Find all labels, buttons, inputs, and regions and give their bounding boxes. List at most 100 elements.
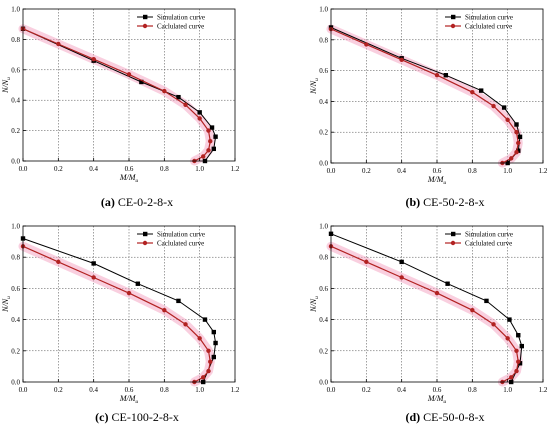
calculated-point — [197, 116, 202, 121]
simulation-curve-line — [22, 28, 217, 162]
y-tick-label: 0.6 — [11, 285, 20, 293]
calculated-highlight-band — [18, 241, 215, 387]
calculated-point — [514, 130, 519, 135]
calculated-point — [91, 56, 96, 62]
simulation-point — [211, 329, 216, 335]
calculated-point — [126, 72, 132, 77]
calculated-point — [56, 259, 61, 265]
y-tick-label: 0.4 — [319, 98, 328, 106]
x-tick-label: 0.0 — [19, 386, 28, 394]
panel-caption: (a) CE-0-2-8-x — [101, 195, 173, 209]
simulation-point — [209, 125, 215, 130]
simulation-point — [514, 122, 519, 127]
legend-simulation-marker — [143, 231, 148, 237]
y-tick-label: 0.0 — [11, 158, 20, 166]
simulation-point — [517, 134, 523, 140]
calculated-point — [162, 88, 167, 94]
calculated-point — [208, 139, 213, 144]
calculated-point — [91, 275, 96, 280]
simulation-point — [516, 333, 521, 338]
calculated-point — [364, 259, 369, 265]
y-axis-label: N/Nu — [1, 77, 12, 94]
x-tick-label: 0.4 — [397, 386, 406, 394]
chart-panel-3: 0.0 0.2 0.4 0.6 0.8 1.0 1.2 0.0 0.2 0.4 0.6 0.8 1.0 M… — [1, 223, 240, 425]
calculated-point — [399, 57, 404, 63]
x-tick-label: 0.6 — [125, 165, 134, 173]
simulation-point — [197, 110, 202, 115]
simulation-point — [211, 354, 216, 360]
y-tick-label: 0.4 — [11, 316, 20, 324]
x-tick-label: 0.8 — [468, 386, 477, 394]
calculated-point — [505, 117, 510, 123]
calculated-point — [434, 73, 440, 78]
calculated-point — [162, 308, 167, 313]
calculated-curve-line — [330, 28, 519, 164]
panel-caption: (d) CE-50-0-8-x — [406, 410, 485, 424]
calculated-point — [470, 89, 475, 95]
calculated-point — [126, 290, 132, 296]
y-tick-label: 0.2 — [319, 129, 328, 137]
panel-caption: (c) CE-100-2-8-x — [95, 410, 179, 424]
calculated-highlight-band — [326, 24, 523, 168]
legend-calculated-marker — [142, 23, 148, 29]
plot-frame — [330, 8, 544, 164]
y-tick-label: 0.8 — [319, 36, 328, 44]
y-tick-label: 0.0 — [319, 379, 328, 387]
x-axis-label: M/Mu — [427, 175, 447, 186]
x-tick-label: 0.2 — [362, 386, 371, 394]
y-tick-label: 0.8 — [319, 254, 328, 262]
y-axis-label: N/Nu — [309, 78, 320, 95]
x-tick-label: 0.4 — [397, 167, 406, 175]
x-tick-label: 0.6 — [433, 167, 442, 175]
simulation-curve-line — [330, 27, 521, 164]
x-tick-label: 0.0 — [327, 167, 336, 175]
legend-calculated-label: Caclulated curve — [157, 240, 204, 248]
calculated-point — [197, 336, 202, 341]
calculated-point — [206, 348, 211, 353]
y-tick-label: 0.4 — [319, 316, 328, 324]
y-tick-label: 0.8 — [11, 36, 20, 44]
legend-calculated-marker — [450, 23, 456, 29]
legend-calculated-label: Caclulated curve — [465, 240, 512, 248]
simulation-point — [202, 317, 208, 322]
legend-simulation-marker — [451, 14, 456, 20]
calculated-point — [516, 140, 521, 146]
y-tick-label: 1.0 — [11, 223, 20, 231]
calculated-point — [364, 42, 369, 47]
x-tick-label: 0.4 — [89, 386, 98, 394]
y-tick-label: 0.2 — [11, 347, 20, 355]
simulation-point — [135, 281, 141, 286]
simulation-point — [516, 148, 521, 153]
calculated-point — [201, 375, 206, 380]
calculated-point — [183, 102, 188, 107]
simulation-point — [176, 298, 181, 304]
y-tick-label: 0.0 — [319, 160, 328, 168]
x-tick-label: 0.0 — [19, 165, 28, 173]
calculated-point — [491, 103, 496, 109]
simulation-point — [445, 281, 450, 286]
calculated-highlight-band — [18, 24, 215, 166]
y-tick-label: 1.0 — [319, 6, 328, 14]
x-tick-label: 1.2 — [539, 167, 548, 175]
x-tick-label: 0.2 — [362, 167, 371, 175]
y-tick-label: 0.6 — [11, 66, 20, 74]
calculated-point — [206, 148, 211, 153]
x-tick-label: 1.0 — [195, 386, 204, 394]
calculated-point — [434, 290, 440, 296]
calculated-point — [514, 368, 519, 374]
x-tick-label: 0.2 — [54, 386, 63, 394]
simulation-point — [91, 261, 96, 266]
y-tick-label: 0.8 — [11, 254, 20, 262]
simulation-point — [399, 259, 404, 265]
calculated-point — [509, 375, 514, 380]
simulation-point — [443, 73, 449, 78]
x-tick-label: 0.6 — [433, 386, 442, 394]
calculated-point — [514, 348, 519, 353]
chart-panel-2: 0.0 0.2 0.4 0.6 0.8 1.0 1.2 0.0 0.2 0.4 0.6 0.8 1.0 M… — [309, 6, 548, 210]
simulation-point — [478, 88, 484, 93]
legend-calculated-label: Caclulated curve — [465, 23, 512, 31]
calculated-point — [201, 154, 206, 159]
legend-simulation-label: Simulation curve — [157, 14, 205, 22]
